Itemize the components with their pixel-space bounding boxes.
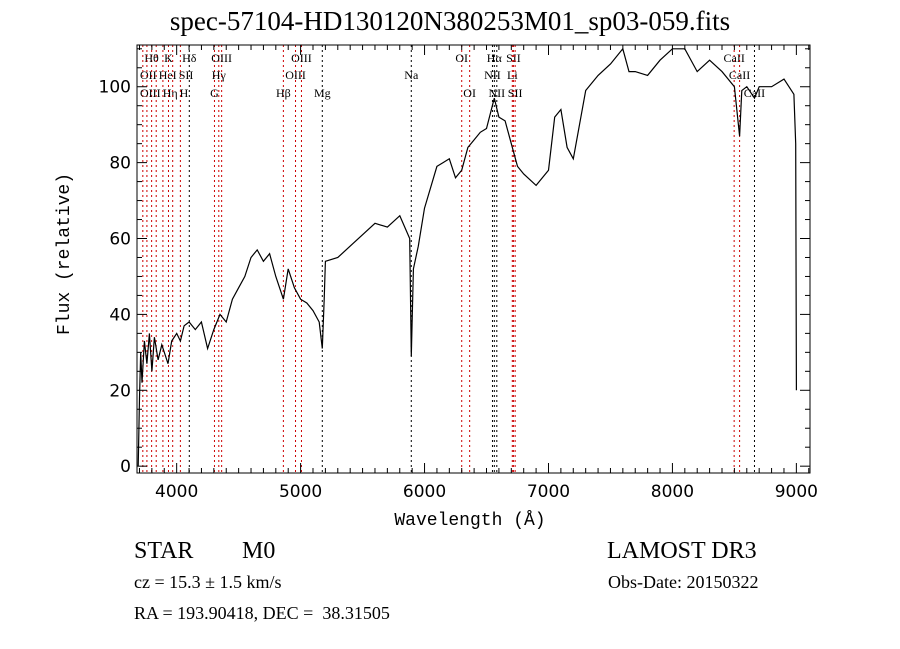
object-type: STAR <box>134 538 194 564</box>
chart-title: spec-57104-HD130120N380253M01_sp03-059.f… <box>169 6 731 36</box>
y-tick-label: 20 <box>109 381 131 401</box>
line-label-13: OIII <box>285 68 306 82</box>
line-label-9: G <box>210 86 219 100</box>
y-axis-label: Flux (relative) <box>55 172 75 335</box>
subclass: M0 <box>242 538 276 564</box>
line-label-21: NII <box>489 86 506 100</box>
line-label-3: Hη <box>163 86 178 100</box>
y-tick-label: 0 <box>120 457 131 477</box>
y-tick-label: 40 <box>109 305 131 325</box>
x-axis-label: Wavelength (Å) <box>394 511 546 531</box>
line-label-6: H <box>180 86 189 100</box>
line-label-15: Mg <box>314 86 331 100</box>
survey-label: LAMOST DR3 <box>607 538 757 564</box>
x-tick-label: 8000 <box>651 482 694 502</box>
x-tick-label: 9000 <box>775 482 818 502</box>
line-label-5: K <box>164 51 173 65</box>
line-label-7: SII <box>179 68 194 82</box>
line-label-18: OI <box>463 86 476 100</box>
line-label-22: Li <box>507 68 518 82</box>
line-label-23: SII <box>506 51 521 65</box>
line-label-8: Hδ <box>182 51 197 65</box>
line-label-1: Hθ <box>144 51 159 65</box>
line-label-10: Hγ <box>212 68 227 82</box>
plot-frame <box>136 44 811 474</box>
line-label-26: CaII <box>729 68 750 82</box>
line-label-0: OII <box>140 68 157 82</box>
x-tick-label: 4000 <box>155 482 198 502</box>
redshift-cz: cz = 15.3 ± 1.5 km/s <box>134 572 282 592</box>
obs-date: Obs-Date: 20150322 <box>608 572 759 592</box>
y-tick-label: 60 <box>109 230 131 250</box>
line-label-24: SII <box>508 86 523 100</box>
line-label-14: OIII <box>291 51 312 65</box>
spectrum-line <box>137 47 798 467</box>
x-tick-label: 5000 <box>279 482 322 502</box>
y-tick-label: 100 <box>99 78 131 98</box>
line-label-16: Na <box>404 68 419 82</box>
x-tick-label: 7000 <box>527 482 570 502</box>
coordinates: RA = 193.90418, DEC = 38.31505 <box>134 603 390 623</box>
line-label-25: CaII <box>724 51 745 65</box>
line-label-19: NII <box>484 68 501 82</box>
line-label-2: OIII <box>140 86 161 100</box>
y-tick-label: 80 <box>109 154 131 174</box>
line-label-17: OI <box>455 51 468 65</box>
line-label-11: OIII <box>211 51 232 65</box>
x-tick-label: 6000 <box>403 482 446 502</box>
line-label-12: Hβ <box>276 86 291 100</box>
line-label-20: Hα <box>487 51 503 65</box>
line-label-4: HeI <box>159 68 177 82</box>
